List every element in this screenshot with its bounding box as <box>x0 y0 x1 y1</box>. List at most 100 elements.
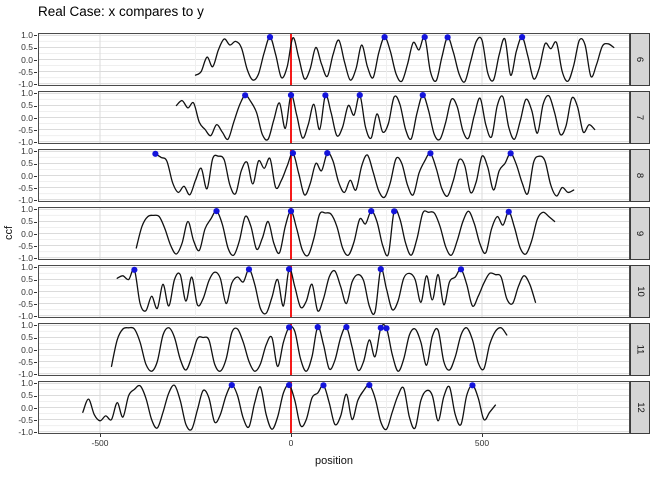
y-tick-mark <box>34 431 37 433</box>
facet-strip-10: 10 <box>630 265 650 318</box>
chart-title: Real Case: x compares to y <box>38 4 204 19</box>
y-tick-mark <box>34 199 37 201</box>
y-tick-label: -0.5 <box>18 356 33 367</box>
peak-marker <box>507 150 514 157</box>
ccf-line <box>194 35 615 83</box>
y-tick-mark <box>34 35 37 37</box>
facet-row-7: 1.0 0.5 0.0 -0.5 -1.0 7 <box>0 88 672 147</box>
facet-row-6: 1.0 0.5 0.0 -0.5 -1.0 6 <box>0 30 672 89</box>
facet-strip-9: 9 <box>630 207 650 260</box>
peak-marker <box>381 33 388 41</box>
peak-marker <box>519 33 526 41</box>
y-tick-label: 0.5 <box>21 332 33 343</box>
y-tick-label: -1.0 <box>18 136 33 147</box>
peak-marker <box>287 207 295 215</box>
y-tick-mark <box>34 175 37 177</box>
gridlines <box>38 33 630 86</box>
peak-marker <box>324 149 331 157</box>
y-tick-mark <box>34 209 37 211</box>
y-tick-mark <box>34 105 37 107</box>
gridlines <box>38 207 630 260</box>
peak-marker <box>391 208 398 215</box>
facet-panel-12 <box>38 381 630 434</box>
y-tick-label: -0.5 <box>18 298 33 309</box>
peak-marker <box>213 207 220 215</box>
peak-marker <box>368 207 375 215</box>
x-tick-mark <box>291 434 292 437</box>
peak-marker <box>356 91 363 99</box>
y-tick-mark <box>34 245 37 247</box>
peak-marker <box>444 34 451 41</box>
y-tick-label: 1.0 <box>21 262 33 273</box>
peak-marker <box>322 92 329 99</box>
y-tick-label: 0.0 <box>21 54 33 65</box>
y-tick-mark <box>34 267 37 269</box>
ccf-line <box>154 152 575 199</box>
peak-marker <box>366 381 373 389</box>
peak-marker <box>289 149 297 157</box>
peak-marker <box>314 323 321 331</box>
y-tick-label: 1.0 <box>21 204 33 215</box>
facet-strip-8: 8 <box>630 149 650 202</box>
facet-panel-8 <box>38 149 630 202</box>
ccf-line <box>110 323 508 372</box>
x-tick-mark <box>482 434 483 437</box>
panel-border <box>38 381 630 434</box>
y-tick-mark <box>34 141 37 143</box>
y-tick-mark <box>34 325 37 327</box>
ccf-line <box>116 267 537 316</box>
y-tick-mark <box>34 383 37 385</box>
facet-panel-7 <box>38 91 630 144</box>
y-tick-label: 0.0 <box>21 228 33 239</box>
facet-panel-9 <box>38 207 630 260</box>
y-tick-label: -0.5 <box>18 240 33 251</box>
peak-marker <box>419 91 426 99</box>
y-tick-mark <box>34 83 37 85</box>
y-tick-mark <box>34 395 37 397</box>
facet-row-11: 1.0 0.5 0.0 -0.5 -1.0 11 <box>0 320 672 379</box>
panel-border <box>38 91 630 144</box>
facet-strip-12: 12 <box>630 381 650 434</box>
panel-border <box>38 323 630 376</box>
peak-marker <box>421 33 428 41</box>
facet-strip-label: 10 <box>634 286 646 297</box>
y-tick-label: -0.5 <box>18 414 33 425</box>
facet-panel-6 <box>38 33 630 86</box>
facet-panel-10 <box>38 265 630 318</box>
y-tick-mark <box>34 93 37 95</box>
gridlines <box>38 265 630 318</box>
y-tick-label: 0.5 <box>21 158 33 169</box>
peak-marker <box>377 265 384 273</box>
facet-row-12: 1.0 0.5 0.0 -0.5 -1.0 12 <box>0 378 672 437</box>
peak-marker <box>131 266 138 273</box>
facet-strip-7: 7 <box>630 91 650 144</box>
y-tick-label: 1.0 <box>21 88 33 99</box>
y-tick-label: 1.0 <box>21 30 33 41</box>
facet-row-10: 1.0 0.5 0.0 -0.5 -1.0 10 <box>0 262 672 321</box>
facet-strip-label: 8 <box>634 172 646 179</box>
y-tick-label: 0.5 <box>21 390 33 401</box>
y-tick-label: 0.5 <box>21 42 33 53</box>
y-tick-label: -0.5 <box>18 66 33 77</box>
facet-strip-label: 9 <box>634 230 646 237</box>
ccf-line <box>135 208 556 257</box>
y-tick-label: 0.0 <box>21 170 33 181</box>
peak-marker <box>320 382 327 389</box>
y-tick-mark <box>34 349 37 351</box>
y-tick-mark <box>34 337 37 339</box>
y-tick-mark <box>34 59 37 61</box>
y-tick-mark <box>34 361 37 363</box>
y-tick-label: 0.5 <box>21 216 33 227</box>
facet-row-9: 1.0 0.5 0.0 -0.5 -1.0 9 <box>0 204 672 263</box>
x-tick-label: 0 <box>288 438 294 448</box>
peak-marker <box>242 92 249 99</box>
facet-strip-11: 11 <box>630 323 650 376</box>
y-tick-mark <box>34 151 37 153</box>
peak-marker <box>383 325 390 332</box>
y-tick-label: 1.0 <box>21 378 33 389</box>
y-tick-mark <box>34 71 37 73</box>
facet-strip-label: 7 <box>634 114 646 121</box>
gridlines <box>38 323 630 376</box>
y-tick-mark <box>34 279 37 281</box>
